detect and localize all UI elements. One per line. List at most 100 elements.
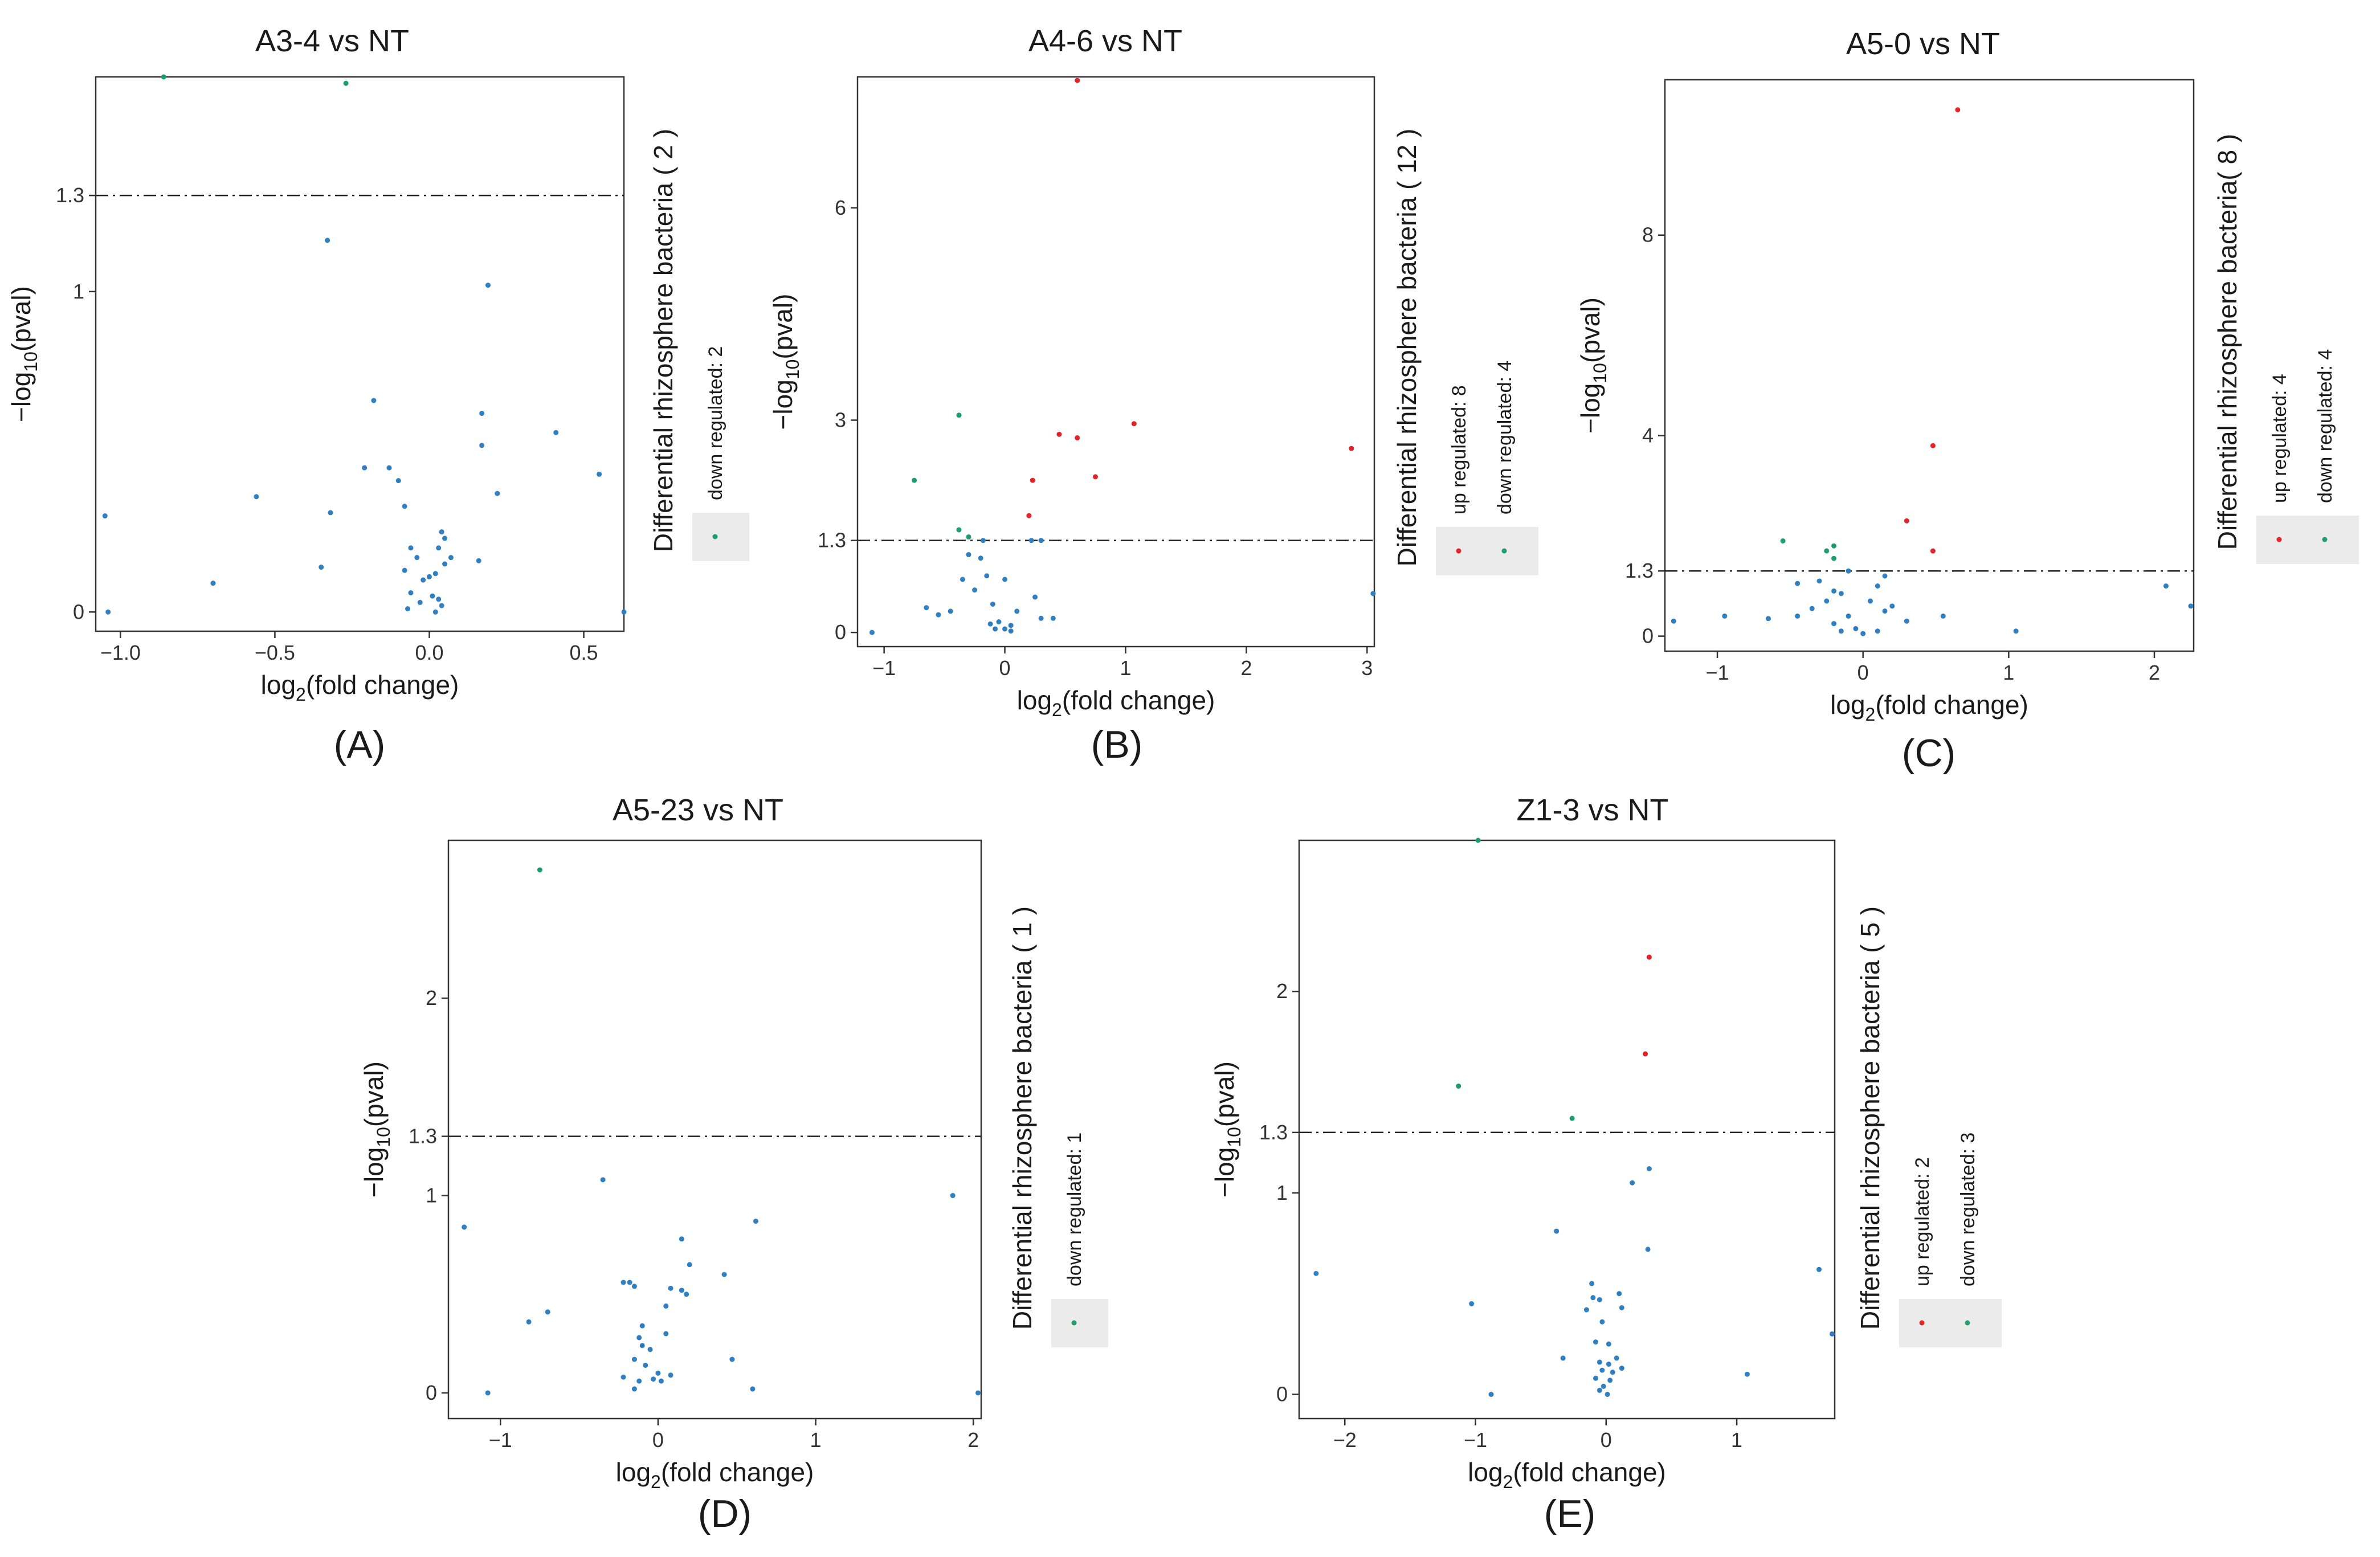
data-point-ns [679, 1288, 684, 1293]
data-point-ns [753, 1219, 758, 1224]
data-point-ns [1014, 608, 1020, 614]
data-point-down [966, 534, 971, 540]
legend-key-box [692, 513, 749, 561]
data-point-ns [105, 609, 111, 615]
legend: Differential rhizosphere bacteria ( 12 )… [1392, 129, 1538, 575]
data-point-ns [1597, 1359, 1602, 1365]
panel-C: A5-0 vs NT 0 1.3 4 8 −1 0 1 2 log2(fold change) −l… [1575, 27, 2359, 775]
data-point-ns [1875, 628, 1880, 634]
panel-E: Z1-3 vs NT 0 1 1.3 2 −2 −1 0 1 log2(fold change) −… [1210, 793, 2002, 1535]
data-point-down [1475, 837, 1481, 843]
data-point-ns [1809, 606, 1815, 611]
data-point-ns [1795, 581, 1801, 586]
legend-key-box [1051, 1299, 1108, 1347]
data-point-ns [436, 545, 442, 551]
data-point-ns [1867, 598, 1873, 604]
data-point-ns [545, 1309, 550, 1315]
plot-frame [447, 839, 982, 1420]
data-point-ns [485, 283, 491, 288]
y-tick-label: 0 [1276, 1383, 1288, 1406]
legend-item-label: up regulated: 8 [1448, 385, 1470, 514]
data-point-ns [1002, 626, 1008, 632]
data-point-ns [663, 1331, 669, 1337]
data-point-ns [1831, 588, 1837, 594]
data-point-ns [1028, 538, 1034, 543]
data-point-ns [1619, 1366, 1624, 1371]
data-point-ns [414, 555, 420, 561]
y-tick-label: 1 [1276, 1181, 1288, 1204]
plot-frame [1298, 839, 1836, 1420]
data-point-ns [993, 626, 998, 632]
data-point-ns [371, 398, 377, 403]
data-point-up [1131, 421, 1137, 427]
data-point-ns [1630, 1180, 1635, 1186]
x-tick-label: 2 [2149, 661, 2160, 684]
data-point-ns [679, 1236, 684, 1242]
y-tick-label: 0 [73, 600, 84, 623]
y-tick-label: 1.3 [409, 1125, 437, 1148]
data-point-ns [1313, 1270, 1319, 1276]
data-point-ns [1038, 538, 1044, 543]
legend-item-label: down regulated: 4 [1494, 361, 1516, 514]
data-point-ns [254, 494, 259, 500]
data-point-ns [980, 538, 986, 543]
data-point-up [1646, 954, 1652, 960]
data-point-ns [1614, 1355, 1619, 1361]
x-axis-label: log2(fold change) [1468, 1457, 1666, 1492]
data-point-ns [462, 1224, 467, 1230]
y-axis-label: −log10(pval) [359, 1061, 394, 1198]
legend-title: Differential rhizosphere bacteria ( 5 ) [1855, 906, 1885, 1330]
data-point-ns [631, 1356, 637, 1362]
data-point-ns [1590, 1295, 1596, 1301]
data-point-ns [1032, 594, 1038, 600]
data-point-ns [1050, 615, 1056, 621]
y-tick-label: 1.3 [818, 529, 846, 552]
data-point-ns [639, 1323, 645, 1329]
legend-key-down [1501, 548, 1507, 554]
x-tick-label: 0 [652, 1428, 664, 1452]
plot-frame [95, 76, 625, 632]
data-point-ns [631, 1284, 637, 1289]
chart-title: A3-4 vs NT [255, 24, 409, 58]
y-tick-label: 2 [426, 986, 437, 1010]
data-point-down [1831, 543, 1837, 549]
x-tick-label: 0.0 [415, 641, 443, 664]
data-point-down [161, 74, 166, 80]
data-point-ns [479, 443, 485, 448]
x-tick-label: 0 [999, 656, 1011, 680]
data-point-ns [1583, 1307, 1589, 1313]
data-point-ns [966, 552, 971, 558]
data-point-ns [485, 1390, 491, 1396]
panel-label: (A) [334, 723, 386, 766]
data-point-ns [408, 590, 414, 596]
data-point-ns [1605, 1392, 1610, 1397]
y-tick-label: 0 [835, 620, 846, 644]
x-tick-label: 1 [810, 1428, 822, 1452]
x-tick-label: 3 [1361, 656, 1373, 680]
data-point-ns [1645, 1247, 1651, 1252]
data-point-up [1930, 548, 1936, 554]
data-point-ns [684, 1292, 689, 1297]
data-point-ns [402, 567, 407, 573]
data-point-ns [1816, 1266, 1822, 1272]
data-point-ns [426, 574, 432, 579]
legend-title: Differential rhizosphere bacteria ( 12 ) [1392, 129, 1422, 567]
data-point-ns [655, 1370, 661, 1376]
y-tick-label: 0 [1642, 624, 1654, 648]
y-axis-label: −log10(pval) [1210, 1061, 1244, 1198]
data-point-ns [948, 608, 953, 614]
data-point-ns [663, 1303, 669, 1309]
data-point-ns [1002, 577, 1008, 582]
x-tick-label: −1 [489, 1428, 512, 1452]
data-point-ns [408, 545, 414, 551]
x-tick-label: 1 [1120, 656, 1131, 680]
data-point-down [1569, 1115, 1575, 1121]
data-point-ns [643, 1362, 648, 1368]
data-point-up [1349, 446, 1354, 451]
data-point-ns [1853, 626, 1859, 631]
data-point-ns [651, 1376, 656, 1382]
data-point-ns [1829, 1331, 1835, 1337]
legend: Differential rhizosphere bacteria( 8 ) up… [2212, 134, 2359, 564]
data-point-ns [990, 601, 995, 607]
y-tick-label: 3 [835, 408, 846, 431]
